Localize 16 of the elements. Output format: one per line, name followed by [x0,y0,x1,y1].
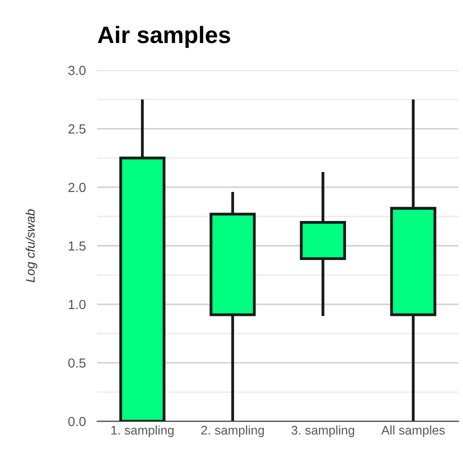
text: 0.0 [68,416,86,426]
y-tick-label: 2.5 [68,124,86,134]
candlestick [300,170,346,318]
y-tick-label: 1.0 [68,300,86,310]
candlestick [390,98,436,422]
chart-title: Air samples [98,26,230,48]
y-tick-label: 0.5 [68,358,86,368]
y-tick-label: 2.0 [68,182,86,192]
y-tick-label: 3.0 [68,66,86,76]
y-axis-title: Log cfu/swab [26,209,38,282]
x-tick-label: All samples [381,425,445,438]
x-tick-label: 1. sampling [111,425,174,438]
x-tick-label: 2. sampling [201,425,264,438]
candlestick [210,190,256,422]
y-tick-label: 1.5 [68,241,86,251]
x-tick-label: 3. sampling [291,425,354,438]
